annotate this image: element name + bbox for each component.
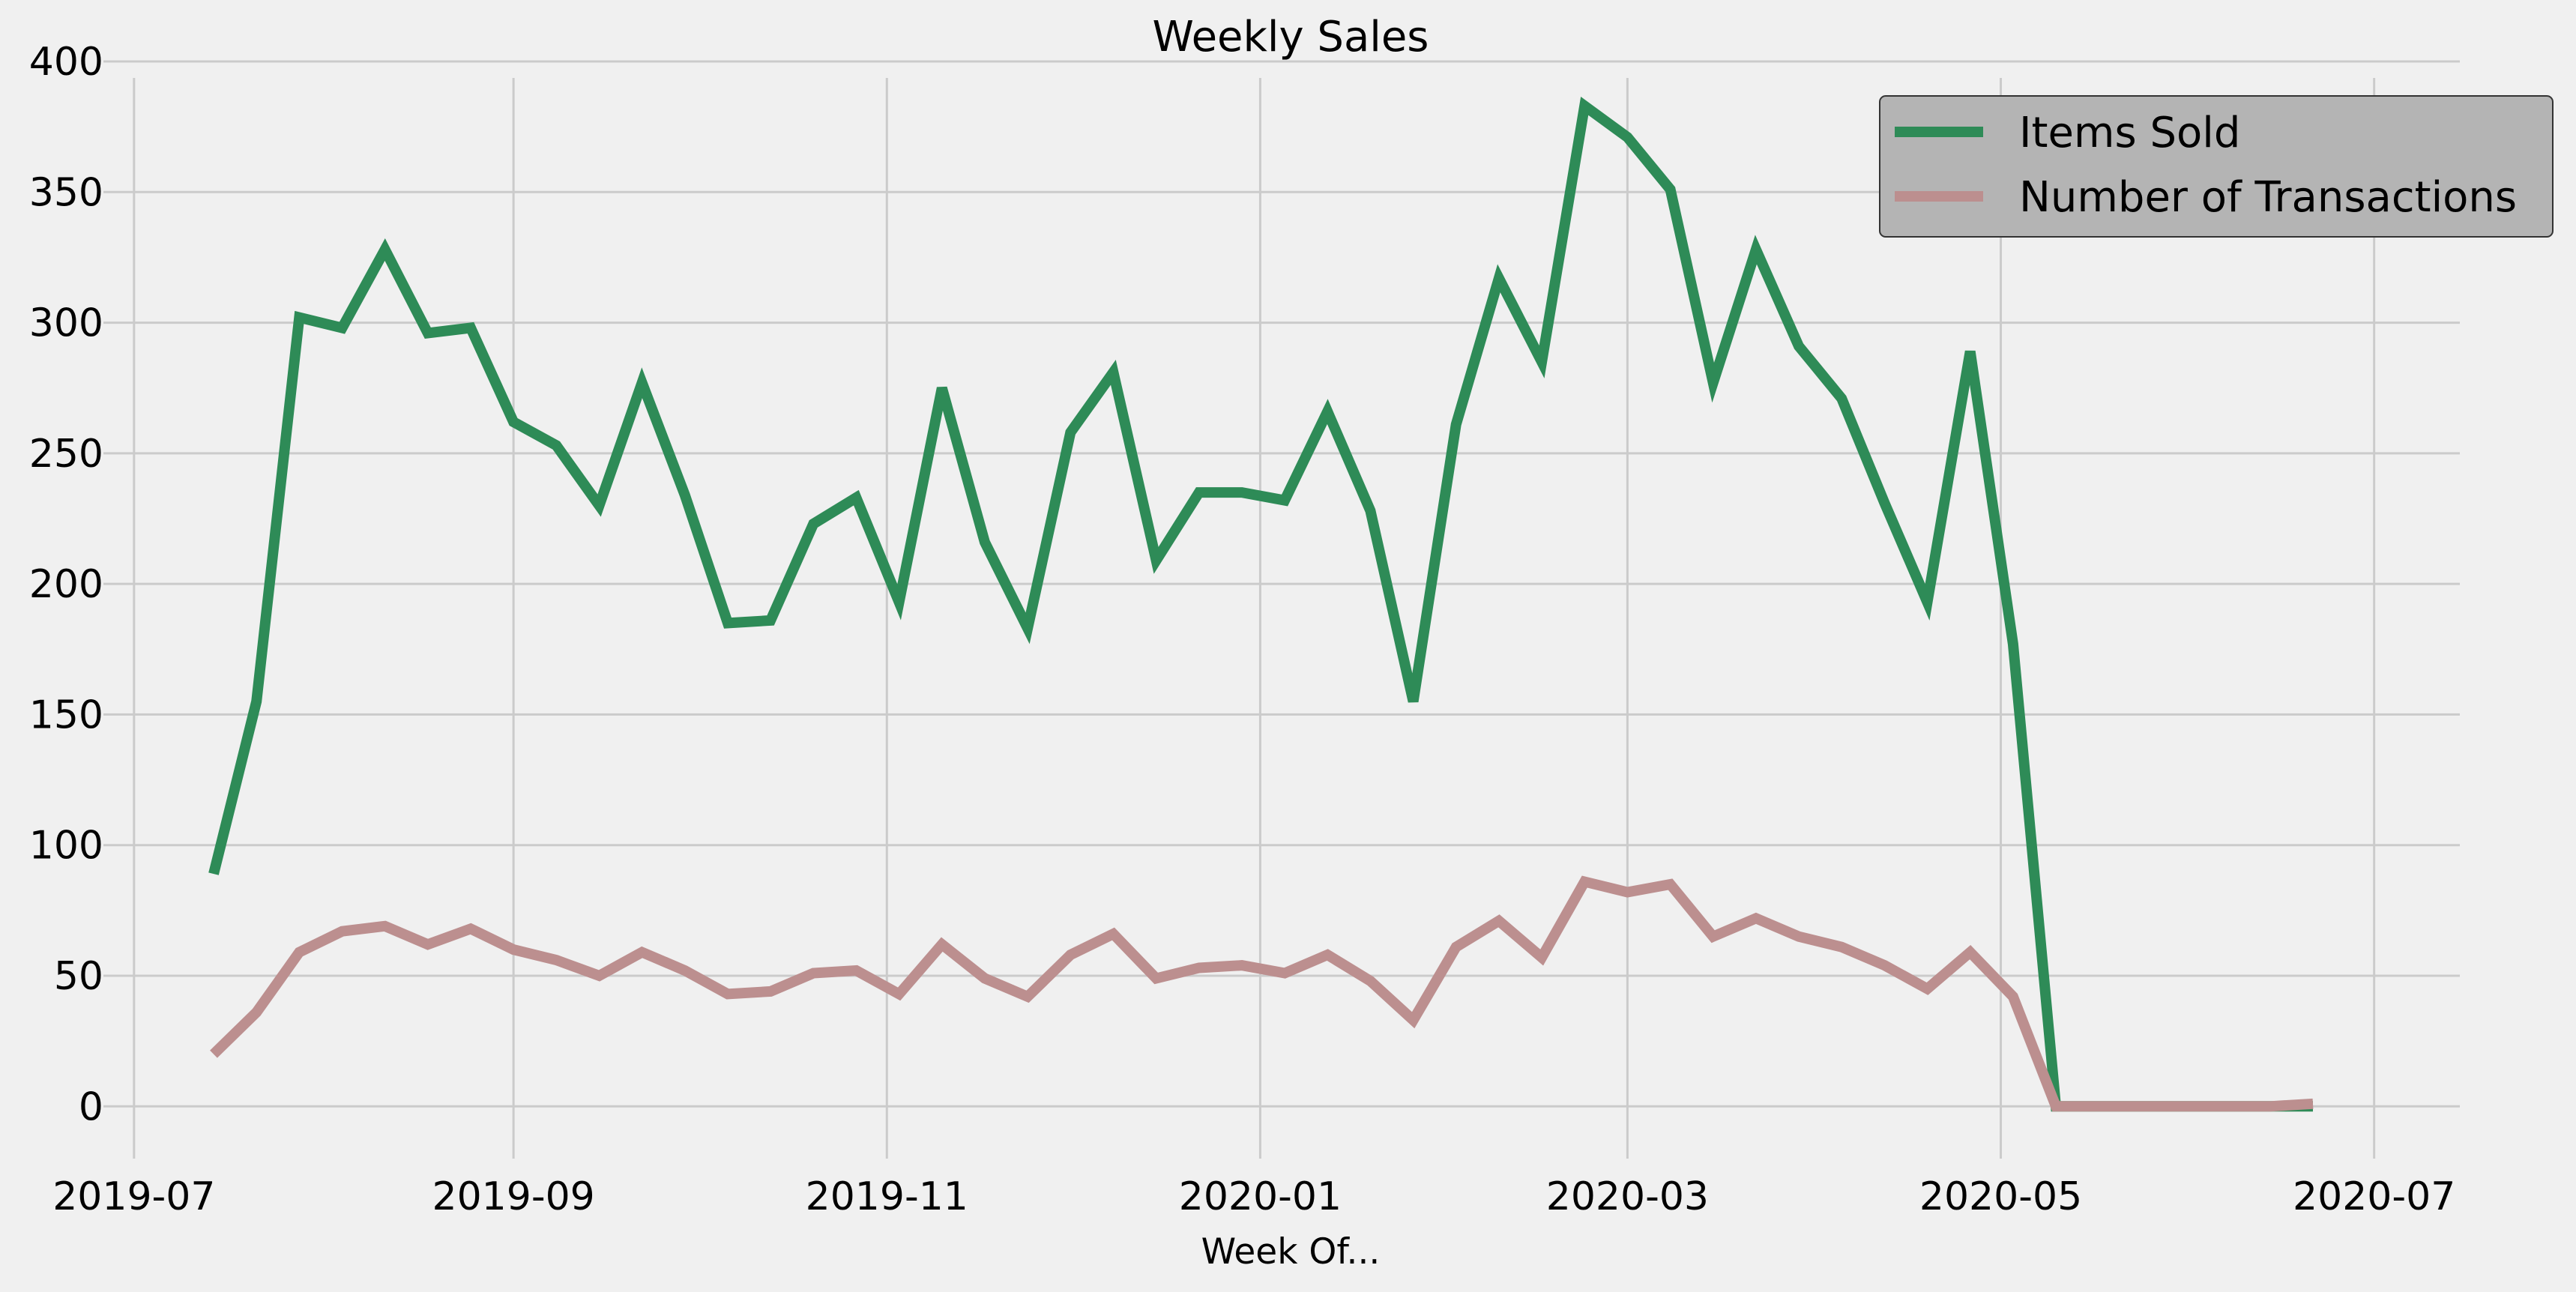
x-tick-label: 2020-07 bbox=[2293, 1174, 2455, 1219]
legend-items-sold-label: Items Sold bbox=[2019, 109, 2240, 157]
y-tick-label: 400 bbox=[29, 40, 103, 85]
series-lines bbox=[208, 96, 2314, 1112]
x-axis-title: Week Of... bbox=[1201, 1231, 1381, 1273]
x-tick-label: 2020-01 bbox=[1179, 1174, 1342, 1219]
x-tick-label: 2020-03 bbox=[1546, 1174, 1709, 1219]
x-tick-label: 2020-05 bbox=[1919, 1174, 2082, 1219]
y-tick-label: 50 bbox=[54, 954, 103, 999]
y-tick-label: 150 bbox=[29, 692, 103, 737]
y-tick-label: 300 bbox=[29, 301, 103, 346]
y-tick-label: 250 bbox=[29, 432, 103, 477]
legend-number-of-transactions-label: Number of Transactions bbox=[2019, 173, 2517, 222]
chart-title: Weekly Sales bbox=[1153, 13, 1429, 61]
number-of-transactions-line bbox=[210, 875, 2314, 1112]
x-tick-label: 2019-07 bbox=[52, 1174, 215, 1219]
legend: Items Sold Number of Transactions bbox=[1879, 95, 2554, 238]
x-axis-ticks: 2019-07 2019-09 2019-11 2020-01 2020-03 2020-… bbox=[52, 1174, 2455, 1219]
x-tick-label: 2019-11 bbox=[806, 1174, 968, 1219]
items-sold-line bbox=[208, 96, 2313, 1112]
y-tick-label: 100 bbox=[29, 824, 103, 869]
x-tick-label: 2019-09 bbox=[432, 1174, 594, 1219]
legend-box bbox=[1879, 95, 2554, 238]
y-tick-label: 0 bbox=[79, 1084, 103, 1129]
y-tick-label: 200 bbox=[29, 562, 103, 607]
y-tick-label: 350 bbox=[29, 170, 103, 215]
y-axis-ticks: 0 50 100 150 200 250 300 350 400 bbox=[29, 40, 103, 1129]
